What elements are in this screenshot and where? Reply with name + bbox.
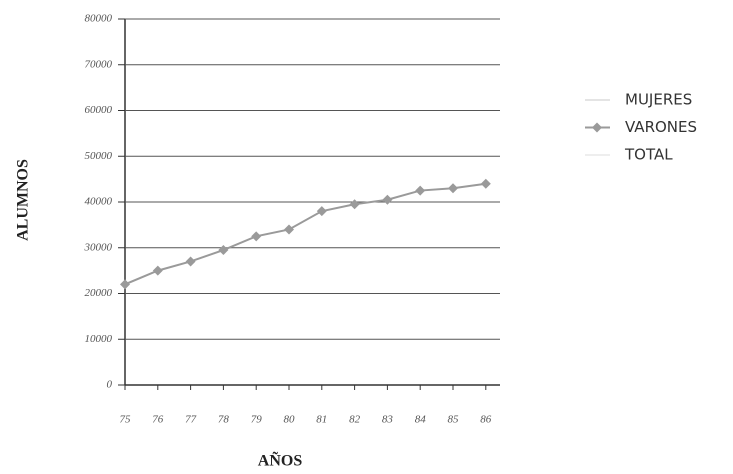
y-tick-label: 40000 (85, 196, 113, 208)
x-tick-label: 86 (480, 414, 492, 426)
series-line (124, 182, 486, 286)
y-tick-label: 80000 (85, 13, 113, 25)
x-tick-label: 85 (448, 414, 460, 426)
y-axis-title: ALUMNOS (15, 159, 32, 241)
data-point (152, 265, 163, 276)
x-tick-label: 75 (120, 414, 132, 426)
x-axis-title: AÑOS (258, 451, 303, 470)
x-tick-label: 81 (316, 414, 327, 426)
data-point (349, 199, 360, 210)
x-tick-label: 84 (415, 414, 427, 426)
data-point (120, 279, 130, 290)
y-tick-label: 30000 (84, 241, 113, 253)
y-tick-label: 60000 (85, 104, 113, 116)
data-point (480, 178, 491, 189)
legend-label: VARONES (625, 118, 697, 136)
data-point (316, 206, 327, 217)
y-tick-label: 70000 (85, 58, 113, 70)
x-tick-label: 78 (218, 414, 230, 426)
legend-label: MUJERES (625, 91, 692, 109)
y-tick-label: 50000 (85, 150, 113, 162)
data-point (218, 245, 229, 256)
data-point (448, 183, 458, 194)
y-tick-label: 20000 (85, 287, 113, 299)
data-point (185, 256, 196, 267)
y-tick-label: 10000 (85, 333, 113, 345)
x-tick-label: 82 (349, 414, 361, 426)
x-tick-label: 79 (251, 414, 263, 426)
legend-marker (592, 122, 602, 133)
y-tick-label: 0 (107, 379, 113, 391)
data-point (284, 224, 294, 235)
legend-label: TOTAL (624, 146, 673, 164)
x-tick-label: 77 (185, 414, 197, 426)
data-point (415, 185, 426, 196)
x-tick-label: 76 (152, 414, 164, 426)
data-point (251, 231, 262, 242)
data-point (382, 194, 393, 205)
x-tick-label: 83 (382, 414, 394, 426)
x-tick-label: 80 (284, 414, 296, 426)
